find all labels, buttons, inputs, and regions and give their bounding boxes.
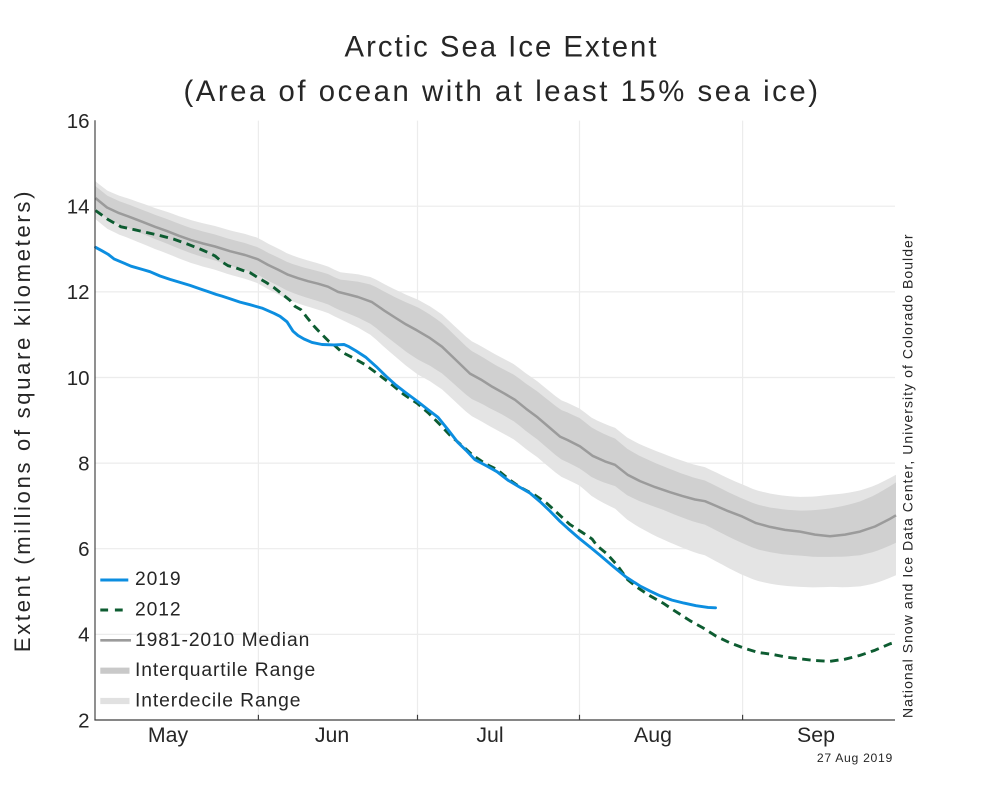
svg-text:14: 14	[67, 196, 90, 219]
svg-text:12: 12	[67, 281, 90, 304]
svg-text:National Snow and Ice Data Cen: National Snow and Ice Data Center, Unive…	[900, 233, 916, 718]
svg-text:Jun: Jun	[315, 723, 349, 747]
svg-text:Extent (millions of square kil: Extent (millions of square kilometers)	[10, 189, 35, 652]
svg-text:8: 8	[78, 452, 89, 475]
svg-text:Jul: Jul	[476, 723, 503, 747]
svg-text:Arctic Sea Ice Extent: Arctic Sea Ice Extent	[345, 31, 659, 64]
svg-text:2019: 2019	[135, 569, 182, 590]
svg-text:6: 6	[78, 538, 89, 561]
svg-text:1981-2010 Median: 1981-2010 Median	[135, 630, 310, 651]
svg-text:10: 10	[67, 367, 90, 390]
svg-text:2012: 2012	[135, 599, 182, 620]
svg-text:27 Aug 2019: 27 Aug 2019	[817, 751, 893, 765]
svg-text:2: 2	[78, 709, 89, 732]
svg-text:Interdecile Range: Interdecile Range	[135, 691, 301, 712]
svg-text:(Area of ocean with at least 1: (Area of ocean with at least 15% sea ice…	[183, 75, 820, 108]
svg-text:16: 16	[67, 110, 90, 133]
svg-text:Interquartile Range: Interquartile Range	[135, 660, 316, 681]
svg-text:Sep: Sep	[797, 723, 835, 747]
svg-text:Aug: Aug	[634, 723, 672, 747]
svg-text:May: May	[148, 723, 189, 747]
svg-text:4: 4	[78, 624, 89, 647]
